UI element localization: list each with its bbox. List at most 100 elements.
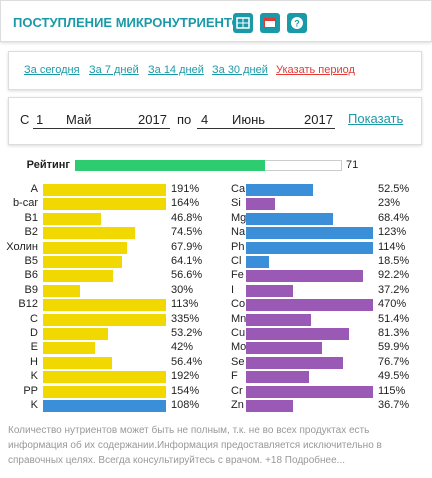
nutrient-name: A: [30, 183, 38, 195]
nutrient-name: I: [231, 283, 235, 296]
nutrient-value: 335%: [171, 312, 200, 325]
nutrient-name: Cu: [231, 327, 246, 339]
show-button[interactable]: Показать: [348, 111, 404, 126]
nutrient-bar: [43, 256, 122, 268]
nutrient-bar: [43, 400, 166, 412]
nutrient-name: E: [30, 341, 38, 354]
period-link[interactable]: За 30 дней: [212, 64, 268, 76]
period-link[interactable]: За сегодня: [24, 64, 80, 76]
nutrient-value: 81.3%: [378, 327, 410, 339]
period-link[interactable]: За 7 дней: [89, 64, 139, 76]
nutrient-name: K: [30, 399, 38, 411]
calendar-icon[interactable]: [260, 13, 280, 33]
nutrient-name: Cl: [231, 255, 242, 267]
icons: ?: [233, 13, 307, 33]
nutrient-value: 30%: [171, 283, 194, 296]
nutrient-name: Ph: [231, 240, 245, 253]
period-link[interactable]: Указать период: [276, 64, 355, 76]
nutrient-value: 192%: [171, 370, 200, 383]
nutrient-value: 114%: [378, 240, 406, 253]
nutrient-bar: [246, 342, 323, 355]
nutrient-value: 164%: [171, 197, 200, 210]
from-year[interactable]: 2017: [138, 112, 167, 127]
from-day[interactable]: 1: [36, 112, 44, 127]
nutrient-value: 51.4%: [378, 312, 410, 325]
nutrient-bar: [246, 284, 294, 297]
nutrient-bar: [246, 270, 364, 283]
nutrient-name: Zn: [231, 399, 244, 411]
nutrient-value: 92.2%: [378, 269, 410, 282]
help-icon[interactable]: ?: [287, 13, 307, 33]
nutrient-bar: [43, 198, 166, 211]
to-month[interactable]: Июнь: [232, 112, 266, 127]
from-underline: [33, 128, 170, 129]
to-year[interactable]: 2017: [304, 112, 333, 127]
nutrient-name: Mg: [231, 211, 247, 224]
svg-text:?: ?: [294, 19, 300, 29]
nutrient-bar: [246, 313, 312, 326]
nutrient-value: 68.4%: [378, 211, 410, 224]
nutrient-value: 76.7%: [378, 355, 410, 368]
nutrient-name: Co: [231, 298, 246, 311]
nutrient-value: 36.7%: [378, 399, 410, 411]
nutrient-name: H: [30, 355, 38, 368]
nutrient-name: Ca: [231, 183, 246, 195]
nutrient-name: B5: [24, 255, 38, 267]
nutrient-value: 56.4%: [171, 355, 203, 368]
nutrient-bar: [246, 356, 344, 369]
nutrient-value: 470%: [378, 298, 407, 311]
nutrient-name: C: [30, 312, 38, 325]
to-day[interactable]: 4: [201, 112, 209, 127]
nutrient-bar: [43, 356, 113, 369]
nutrient-name: B9: [24, 283, 38, 296]
nutrient-value: 123%: [378, 226, 407, 239]
nutrient-value: 56.6%: [171, 269, 203, 282]
nutrient-value: 52.5%: [378, 183, 410, 195]
nutrient-bar: [43, 227, 135, 240]
period-link[interactable]: За 14 дней: [148, 64, 204, 76]
nutrient-value: 64.1%: [171, 255, 203, 267]
nutrient-value: 113%: [171, 298, 199, 311]
nutrient-bar: [246, 371, 309, 384]
nutrient-name: Mo: [231, 341, 247, 354]
nutrient-value: 23%: [378, 197, 401, 210]
nutrient-name: B2: [24, 226, 38, 239]
nutrient-name: B1: [24, 211, 38, 224]
nutrient-name: b-car: [12, 197, 38, 210]
nutrient-value: 74.5%: [171, 226, 203, 239]
nutrient-bar: [246, 385, 373, 398]
rating-label: Рейтинг: [26, 159, 70, 171]
nutrient-bar: [43, 299, 166, 312]
table-icon[interactable]: [233, 13, 253, 33]
nutrient-bar: [43, 284, 80, 297]
nutrient-bar: [43, 385, 166, 398]
nutrient-bar: [43, 328, 109, 340]
nutrient-name: B12: [18, 298, 38, 311]
range-panel: [8, 97, 422, 145]
nutrient-name: Se: [231, 355, 245, 368]
nutrient-name: Холин: [6, 240, 38, 253]
nutrient-bar: [246, 241, 373, 254]
nutrient-value: 42%: [171, 341, 194, 354]
period-panel: [8, 51, 422, 90]
nutrient-name: PP: [23, 384, 38, 397]
nutrient-bar: [43, 371, 166, 384]
from-month[interactable]: Май: [66, 112, 92, 127]
nutrient-bar: [246, 400, 293, 412]
header: [0, 0, 432, 42]
nutrient-bar: [43, 270, 113, 283]
nutrient-value: 46.8%: [171, 211, 203, 224]
nutrient-bar: [43, 313, 166, 326]
rating-bar: [75, 160, 265, 171]
nutrient-bar: [246, 184, 313, 196]
nutrient-value: 67.9%: [171, 240, 203, 253]
nutrient-bar: [43, 212, 101, 225]
nutrient-value: 37.2%: [378, 283, 410, 296]
nutrient-name: K: [30, 370, 38, 383]
nutrient-name: Fe: [231, 269, 244, 282]
nutrient-name: Cr: [231, 384, 243, 397]
nutrient-bar: [246, 299, 373, 312]
nutrient-value: 53.2%: [171, 327, 203, 339]
footer-note: Количество нутриентов может быть не полн…: [8, 425, 382, 466]
title: ПОСТУПЛЕНИЕ МИКРОНУТРИЕНТОВ: [13, 15, 252, 30]
